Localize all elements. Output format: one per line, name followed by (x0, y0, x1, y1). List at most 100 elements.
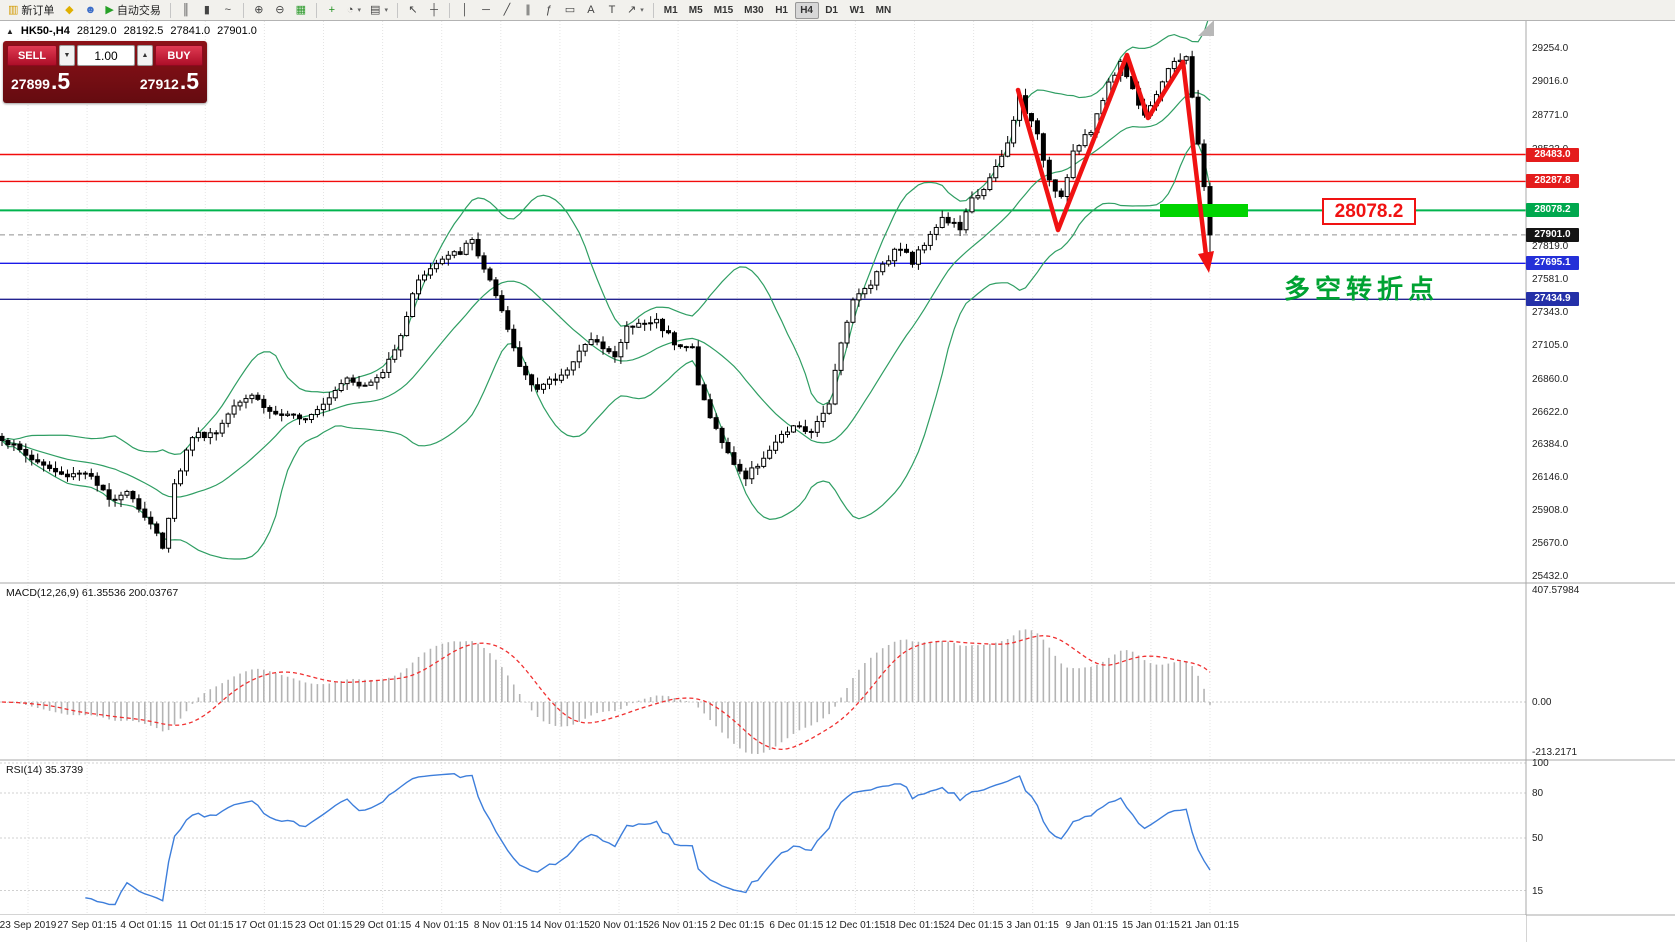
timeframe-m5[interactable]: M5 (688, 4, 703, 16)
profile-icon: ☻ (84, 3, 97, 16)
volume-input[interactable]: 1.00 (77, 45, 135, 66)
profile-button[interactable]: ☻ (80, 1, 100, 19)
macd-label: MACD(12,26,9) 61.35536 200.03767 (6, 587, 179, 599)
time-tick: 23 Sep 2019 (0, 920, 57, 931)
cursor-button[interactable]: ↖ (403, 1, 423, 19)
sell-button[interactable]: SELL (7, 45, 57, 66)
shapes-icon: ▭ (564, 3, 576, 16)
equidistant-channel-button[interactable]: ∥ (518, 1, 538, 19)
sell-price-frac: .5 (50, 68, 71, 94)
chart-symbols-icon: ◆ (65, 3, 74, 16)
auto-scroll-marker[interactable] (1198, 20, 1214, 36)
zoom-out-icon: ⊖ (275, 3, 285, 16)
time-tick: 9 Jan 01:15 (1065, 920, 1118, 931)
toolbar-separator (652, 2, 654, 18)
green-highlight-bar[interactable] (1160, 204, 1248, 217)
templates-icon: ▤ (370, 3, 381, 16)
shapes-button[interactable]: ▭ (560, 1, 580, 19)
time-tick: 20 Nov 01:15 (589, 920, 649, 931)
rsi-label: RSI(14) 35.3739 (6, 764, 84, 776)
zoom-in-button[interactable]: ⊕ (249, 1, 269, 19)
zoom-out-button[interactable]: ⊖ (270, 1, 290, 19)
time-tick: 4 Nov 01:15 (414, 920, 469, 931)
ohlc-close: 27901.0 (217, 25, 257, 37)
toolbar-separator (448, 2, 450, 18)
volume-increase-button[interactable]: ▲ (137, 45, 153, 66)
horizontal-line-icon: ─ (482, 3, 490, 16)
chevron-down-icon: ▾ (384, 7, 388, 14)
autotrading-button[interactable]: ▶ 自动交易 (101, 1, 164, 19)
time-tick: 4 Oct 01:15 (120, 920, 173, 931)
timeframe-m1[interactable]: M1 (663, 4, 678, 16)
price-badge-28287.8: 28287.8 (1526, 174, 1579, 189)
price-annotation-label[interactable]: 28078.2 (1322, 198, 1416, 225)
text-button[interactable]: A (581, 1, 601, 19)
trendline-icon: ╱ (503, 3, 511, 16)
bar-chart-button[interactable]: ║ (176, 1, 196, 19)
timeframe-d1[interactable]: D1 (825, 4, 838, 16)
price-badge-27695.1: 27695.1 (1526, 256, 1579, 271)
line-chart-button[interactable]: ~ (218, 1, 238, 19)
time-tick: 6 Dec 01:15 (769, 920, 824, 931)
annotation-layer (1015, 20, 1248, 273)
panel-borders (0, 21, 1675, 942)
new-order-button[interactable]: ▥ 新订单 (4, 1, 58, 19)
crosshair-button[interactable]: ┼ (424, 1, 444, 19)
time-axis[interactable]: 23 Sep 2019 27 Sep 01:15 4 Oct 01:15 11 Oct… (0, 915, 1526, 942)
price-tick: 26622.0 (1532, 406, 1569, 418)
tile-windows-button[interactable]: ▦ (291, 1, 311, 19)
rsi-axis-label: 50 (1532, 833, 1544, 844)
toolbar-separator (315, 2, 317, 18)
autotrading-icon: ▶ (105, 3, 114, 16)
toolbar-separator (169, 2, 171, 18)
zoom-in-icon: ⊕ (254, 3, 264, 16)
price-tick: 26860.0 (1532, 373, 1569, 385)
chart-symbols-button[interactable]: ◆ (59, 1, 79, 19)
bar-chart-icon: ║ (181, 3, 190, 16)
timeframe-m15[interactable]: M15 (713, 4, 734, 16)
price-tick: 25908.0 (1532, 505, 1569, 517)
periods-icon: ◔ (346, 3, 354, 16)
new-order-button-label: 新订单 (21, 5, 55, 17)
price-badge-27434.9: 27434.9 (1526, 292, 1579, 307)
sell-price: 27899.5 (11, 68, 70, 95)
price-badge-28078.2: 28078.2 (1526, 203, 1579, 218)
chart-header: ▲ HK50-,H4 28129.0 28192.5 27841.0 27901… (6, 25, 257, 37)
fibonacci-button[interactable]: ƒ (539, 1, 559, 19)
label-button[interactable]: T (602, 1, 622, 19)
time-tick: 26 Nov 01:15 (648, 920, 708, 931)
timeframe-m30[interactable]: M30 (744, 4, 764, 16)
toolbar: ▥ 新订单 ◆ ☻ ▶ 自动交易 ║ ▮ ~ ⊕ ⊖ ▦ + ◔ ▾ ▤ ▾ ↖ ┼ │ ─ ╱ ∥ ƒ ▭ A T ↗ ▾ M1 M5 M1… (0, 0, 1675, 21)
chevron-down-icon: ▾ (357, 7, 362, 14)
buy-price-frac: .5 (179, 68, 199, 94)
trendline-button[interactable]: ╱ (497, 1, 517, 19)
horizontal-levels-layer (0, 153, 1526, 301)
indicators-button[interactable]: + (322, 1, 342, 19)
arrows-button[interactable]: ↗ ▾ (623, 1, 648, 19)
red-zigzag-arrow[interactable] (1015, 52, 1209, 258)
price-axis[interactable]: 29254.029016.028771.028523.027819.027581… (1526, 0, 1675, 942)
timeframe-w1[interactable]: W1 (849, 4, 865, 16)
one-click-collapse-arrow[interactable]: ▲ (6, 27, 14, 36)
rsi-axis-label: 80 (1532, 788, 1544, 799)
price-tick: 25670.0 (1532, 538, 1569, 550)
turning-point-text[interactable]: 多空转折点 (1284, 274, 1440, 304)
horizontal-line-button[interactable]: ─ (476, 1, 496, 19)
templates-button[interactable]: ▤ ▾ (366, 1, 392, 19)
timeframe-h1[interactable]: H1 (775, 4, 788, 16)
candlestick-chart-button[interactable]: ▮ (197, 1, 217, 19)
volume-decrease-button[interactable]: ▼ (59, 45, 75, 66)
buy-button[interactable]: BUY (155, 45, 203, 66)
tile-windows-icon: ▦ (295, 3, 307, 16)
timeframe-mn[interactable]: MN (875, 4, 892, 16)
timeframe-h4[interactable]: H4 (794, 1, 819, 19)
time-tick: 14 Nov 01:15 (530, 920, 590, 931)
periods-button[interactable]: ◔ ▾ (343, 1, 365, 19)
price-tick: 29254.0 (1532, 43, 1569, 54)
time-tick: 23 Oct 01:15 (294, 920, 353, 931)
time-tick: 29 Oct 01:15 (353, 920, 412, 931)
text-icon: A (587, 3, 595, 16)
vertical-line-button[interactable]: │ (455, 1, 475, 19)
time-tick: 17 Oct 01:15 (235, 920, 294, 931)
